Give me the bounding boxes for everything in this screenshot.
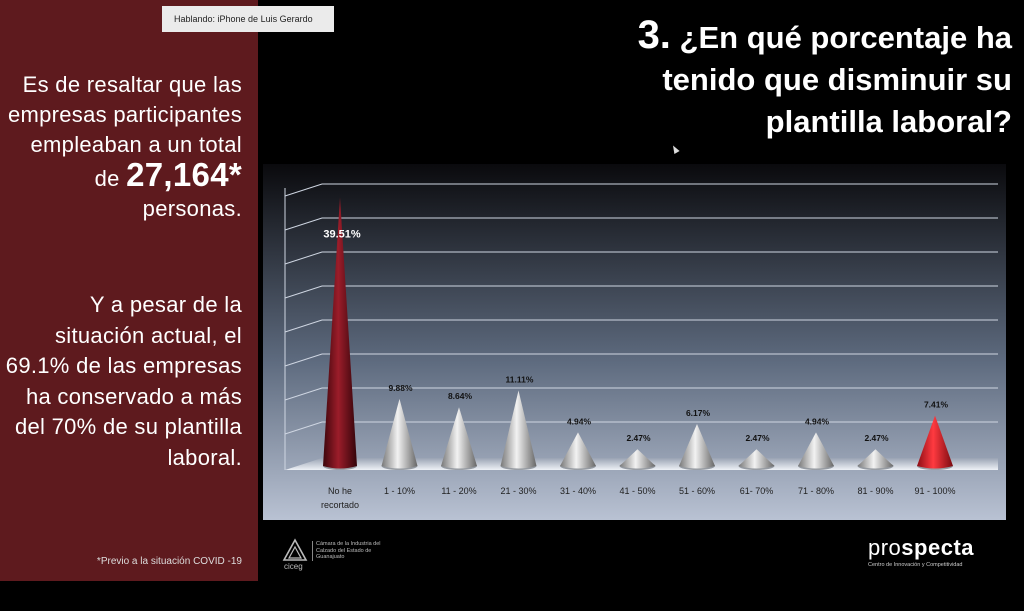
chart-bar — [798, 432, 834, 469]
employees-text-pre: Es de resaltar que las empresas particip… — [7, 72, 242, 191]
chart-bar — [500, 390, 537, 469]
chart-bar — [560, 432, 596, 469]
chart-gridline — [284, 353, 998, 367]
chart-bars — [323, 197, 953, 470]
prospecta-logo-tagline: Centro de Innovación y Competitividad — [868, 562, 963, 568]
chart-bar — [738, 449, 775, 469]
question-text: ¿En qué porcentaje ha tenido que disminu… — [662, 20, 1012, 139]
employees-text-post: personas. — [142, 196, 242, 221]
ciceg-logo-text: Cámara de la Industria del Calzado del E… — [312, 541, 392, 561]
chart-data-label: 7.41% — [924, 400, 949, 410]
chart-gridline — [284, 183, 998, 197]
footnote: *Previo a la situación COVID -19 — [96, 556, 242, 567]
chart-category-label: recortado — [321, 500, 359, 510]
chart-bar — [441, 407, 477, 469]
chart-data-label: 6.17% — [686, 408, 711, 418]
chart-bar — [381, 398, 418, 469]
chart-data-label: 4.94% — [567, 416, 592, 426]
chart-grid — [284, 183, 998, 470]
chart-category-label: 21 - 30% — [500, 486, 536, 496]
side-panel: Es de resaltar que las empresas particip… — [0, 0, 258, 581]
chart-gridline — [284, 319, 998, 333]
prospecta-logo: prospecta Centro de Innovación y Competi… — [868, 536, 974, 569]
bar-chart: 39.51% 9.88% 8.64% 11.11% 4.94% 2.47% 6.17% 2.4… — [263, 164, 1006, 520]
ciceg-logo: Cámara de la Industria del Calzado del E… — [282, 536, 392, 571]
chart-data-label: 2.47% — [864, 433, 889, 443]
question-number: 3. — [637, 13, 671, 57]
ciceg-logo-name: ciceg — [284, 562, 303, 571]
chart-data-label: 39.51% — [323, 228, 361, 240]
chart-category-label: 51 - 60% — [679, 486, 715, 496]
chart-bar — [857, 449, 894, 469]
chart-gridline — [284, 421, 998, 435]
chart-data-label: 4.94% — [805, 416, 830, 426]
prospecta-logo-pre: pro — [868, 535, 902, 560]
employees-total: 27,164* — [126, 156, 242, 193]
ciceg-logo-icon — [282, 538, 308, 561]
chart-value-labels: 39.51% 9.88% 8.64% 11.11% 4.94% 2.47% 6.17% 2.4… — [323, 228, 948, 443]
prospecta-logo-name: prospecta — [868, 536, 974, 560]
question-title: 3. ¿En qué porcentaje ha tenido que dism… — [542, 14, 1012, 143]
chart-category-label: 1 - 10% — [384, 486, 415, 496]
chart-category-label: 71 - 80% — [798, 486, 834, 496]
mouse-cursor-icon — [670, 144, 680, 154]
chart-category-label: 81 - 90% — [857, 486, 893, 496]
speaker-indicator: Hablando: iPhone de Luis Gerardo — [162, 6, 334, 32]
chart-data-label: 2.47% — [745, 433, 770, 443]
chart-category-label: 31 - 40% — [560, 486, 596, 496]
chart-data-label: 11.11% — [506, 374, 534, 384]
chart-bar — [917, 415, 953, 469]
chart-category-label: 41 - 50% — [619, 486, 655, 496]
chart-bar — [323, 197, 357, 469]
chart-bar — [619, 449, 656, 469]
chart-category-label: 61- 70% — [740, 486, 774, 496]
chart-category-label: 11 - 20% — [441, 486, 476, 496]
retention-summary: Y a pesar de la situación actual, el 69.… — [5, 292, 242, 470]
chart-gridline — [284, 251, 998, 265]
chart-data-label: 2.47% — [626, 433, 651, 443]
chart-gridline — [284, 285, 998, 299]
chart-data-label: 9.88% — [388, 383, 413, 393]
employees-summary: Es de resaltar que las empresas particip… — [6, 70, 242, 224]
chart-gridline — [284, 387, 998, 401]
chart-category-label: No he — [328, 486, 352, 496]
chart-category-labels: No he recortado 1 - 10% 11 - 20% 21 - 30% 31 … — [321, 486, 956, 510]
chart-category-label: 91 - 100% — [914, 486, 955, 496]
chart-data-label: 8.64% — [448, 391, 473, 401]
prospecta-logo-post: specta — [901, 535, 975, 560]
chart-gridline — [284, 217, 998, 231]
chart-bar — [679, 424, 715, 469]
